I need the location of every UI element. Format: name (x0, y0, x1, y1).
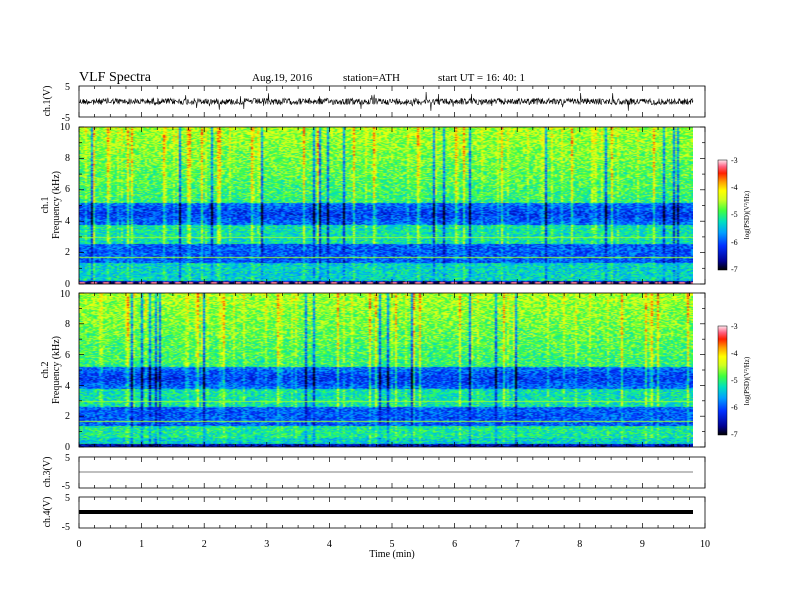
ch3-ytick-top: 5 (65, 453, 70, 464)
xtick-label-10: 10 (700, 539, 710, 550)
spec2-ytick-8: 8 (65, 319, 70, 330)
ch3-ytick-bottom: -5 (62, 481, 70, 492)
xtick-label-2: 2 (202, 539, 207, 550)
ch1-spectrogram-panel (78, 126, 706, 285)
spec2-ytick-6: 6 (65, 350, 70, 361)
cb2-tick-3: -3 (731, 322, 738, 331)
spec2-ytick-10: 10 (60, 289, 70, 300)
axis-ticks (78, 86, 706, 528)
xtick-label-9: 9 (640, 539, 645, 550)
xtick-label-7: 7 (515, 539, 520, 550)
x-axis-label: Time (min) (369, 549, 414, 560)
spec2-ylabel-freq: Frequency (kHz) (51, 336, 62, 404)
cb1-tick-5: -5 (731, 210, 738, 219)
xtick-label-4: 4 (327, 539, 332, 550)
spec2-ylabel-channel: ch.2 (40, 362, 51, 379)
spec1-ytick-6: 6 (65, 184, 70, 195)
start-time-label: start UT = 16: 40: 1 (438, 72, 525, 84)
xtick-label-1: 1 (139, 539, 144, 550)
xtick-label-3: 3 (264, 539, 269, 550)
ch2-spectrogram-panel (78, 292, 706, 448)
ch1-colorbar: -3 -4 -5 -6 -7 log(PSD)(V²/Hz) (717, 156, 751, 274)
spec1-ylabel-channel: ch.1 (40, 197, 51, 214)
ch1-ylabel: ch.1(V) (42, 86, 53, 117)
spec1-ytick-2: 2 (65, 247, 70, 258)
cb2-label: log(PSD)(V²/Hz) (743, 356, 751, 405)
spec2-ytick-4: 4 (65, 381, 70, 392)
ch1-ytick-top: 5 (65, 82, 70, 93)
spec2-ytick-0: 0 (65, 442, 70, 453)
cb2-tick-6: -6 (731, 403, 738, 412)
cb2-tick-7: -7 (731, 430, 738, 439)
xtick-label-8: 8 (577, 539, 582, 550)
spec1-ytick-4: 4 (65, 216, 70, 227)
spec1-ylabel-freq: Frequency (kHz) (51, 171, 62, 239)
station-label: station=ATH (343, 72, 400, 84)
spec1-ytick-10: 10 (60, 122, 70, 133)
cb1-tick-6: -6 (731, 238, 738, 247)
xtick-label-6: 6 (452, 539, 457, 550)
figure-title: VLF Spectra (79, 70, 151, 85)
spec1-ytick-8: 8 (65, 153, 70, 164)
cb1-tick-7: -7 (731, 265, 738, 274)
ch4-ylabel: ch.4(V) (42, 497, 53, 528)
ch2-spectrogram-image (79, 293, 693, 447)
ch1-waveform-trace (78, 91, 694, 111)
spec1-ytick-0: 0 (65, 279, 70, 290)
ch1-spectrogram-image (79, 127, 693, 284)
ch1-ytick-bottom: -5 (62, 113, 70, 124)
cb1-tick-3: -3 (731, 156, 738, 165)
spec2-ytick-2: 2 (65, 411, 70, 422)
ch2-colorbar: -3 -4 -5 -6 -7 log(PSD)(V²/Hz) (717, 322, 751, 439)
cb1-tick-4: -4 (731, 183, 738, 192)
date-label: Aug.19, 2016 (252, 72, 313, 84)
ch4-ytick-bottom: -5 (62, 522, 70, 533)
xtick-label-5: 5 (390, 539, 395, 550)
ch4-ytick-top: 5 (65, 493, 70, 504)
cb2-tick-4: -4 (731, 349, 738, 358)
cb2-tick-5: -5 (731, 376, 738, 385)
cb1-label: log(PSD)(V²/Hz) (743, 190, 751, 239)
ch3-ylabel: ch.3(V) (42, 457, 53, 488)
xtick-label-0: 0 (77, 539, 82, 550)
